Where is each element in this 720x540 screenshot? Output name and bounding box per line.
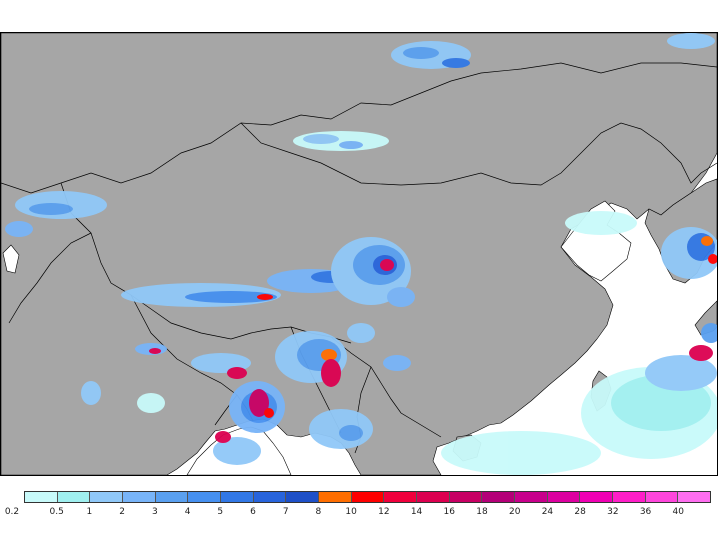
colorbar-swatch xyxy=(123,492,156,502)
colorbar-label: 24 xyxy=(541,507,554,517)
colorbar-swatch xyxy=(57,492,91,502)
colorbar-label: 10 xyxy=(345,507,357,517)
colorbar-swatch xyxy=(25,492,58,502)
colorbar-swatch xyxy=(515,492,548,502)
colorbar-swatch xyxy=(613,492,646,502)
colorbar-label: 8 xyxy=(315,507,322,517)
colorbar-label: 14 xyxy=(410,507,423,517)
colorbar-swatch xyxy=(645,492,679,502)
colorbar-swatch xyxy=(90,492,124,502)
colorbar-label: 6 xyxy=(250,507,256,517)
colorbar-label: 36 xyxy=(639,507,652,517)
colorbar-swatch xyxy=(482,492,516,502)
colorbar-swatch xyxy=(319,492,352,502)
map-frame xyxy=(0,32,718,476)
colorbar-label: 0.5 xyxy=(49,507,64,517)
colorbar-label: 20 xyxy=(508,507,521,517)
colorbar-swatch xyxy=(351,492,385,502)
west-lake xyxy=(2,244,20,274)
colorbar-label: 2 xyxy=(119,507,126,517)
colorbar-swatch xyxy=(449,492,483,502)
precipitation-map xyxy=(1,33,717,475)
colorbar-swatch xyxy=(417,492,450,502)
colorbar-label: 18 xyxy=(476,507,488,517)
colorbar-swatch xyxy=(580,492,614,502)
colorbar-label: 3 xyxy=(151,507,158,517)
bohai-sea xyxy=(560,200,632,282)
colorbar-label: 12 xyxy=(378,507,390,517)
colorbar-swatch xyxy=(678,492,711,502)
colorbar-swatch xyxy=(286,492,320,502)
colorbar-swatch xyxy=(547,492,581,502)
colorbar-label: 0.2 xyxy=(4,507,20,517)
colorbar-label: 40 xyxy=(672,507,685,517)
precipitation-overlay xyxy=(5,33,717,475)
colorbar-swatch xyxy=(384,492,418,502)
colorbar xyxy=(24,491,711,503)
colorbar-swatch xyxy=(253,492,287,502)
colorbar-label: 7 xyxy=(282,507,289,517)
colorbar-label: 32 xyxy=(607,507,619,517)
colorbar-label: 28 xyxy=(574,507,586,517)
colorbar-label: 1 xyxy=(86,507,93,517)
colorbar-swatch xyxy=(221,492,254,502)
colorbar-label: 4 xyxy=(184,507,191,517)
colorbar-label: 16 xyxy=(443,507,456,517)
colorbar-label: 5 xyxy=(217,507,224,517)
colorbar-swatch xyxy=(155,492,189,502)
colorbar-labels: 0.2 0.5 1 2 3 4 5 6 7 8 10 12 14 16 18 20 24 28 32 36 40 xyxy=(0,507,720,521)
colorbar-swatch xyxy=(188,492,222,502)
